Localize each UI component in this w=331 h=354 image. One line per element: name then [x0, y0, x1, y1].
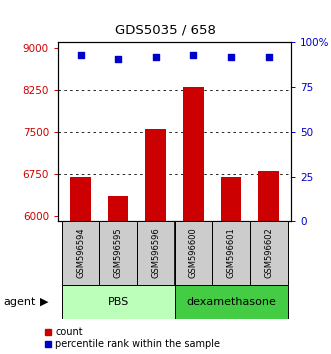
Text: agent: agent [3, 297, 36, 307]
Point [153, 54, 159, 59]
Point [78, 52, 83, 58]
Text: GSM596601: GSM596601 [226, 228, 236, 279]
Legend: count, percentile rank within the sample: count, percentile rank within the sample [45, 327, 220, 349]
Bar [70, 177, 91, 221]
Text: PBS: PBS [108, 297, 129, 307]
Text: GDS5035 / 658: GDS5035 / 658 [115, 23, 216, 36]
Bar [145, 129, 166, 221]
Bar [62, 285, 175, 319]
Text: ▶: ▶ [40, 297, 49, 307]
Bar [183, 87, 204, 221]
Text: GSM596602: GSM596602 [264, 228, 273, 279]
Point [266, 54, 271, 59]
Bar [175, 221, 212, 285]
Bar [250, 221, 288, 285]
Text: GSM596600: GSM596600 [189, 228, 198, 279]
Point [191, 52, 196, 58]
Bar [212, 221, 250, 285]
Text: GSM596595: GSM596595 [114, 228, 123, 279]
Bar [62, 221, 99, 285]
Point [228, 54, 234, 59]
Point [116, 56, 121, 61]
Bar [108, 196, 128, 221]
Bar [137, 221, 175, 285]
Bar [221, 177, 241, 221]
Text: GSM596596: GSM596596 [151, 228, 160, 279]
Bar [175, 285, 288, 319]
Bar [259, 171, 279, 221]
Text: GSM596594: GSM596594 [76, 228, 85, 279]
Bar [99, 221, 137, 285]
Text: dexamethasone: dexamethasone [186, 297, 276, 307]
